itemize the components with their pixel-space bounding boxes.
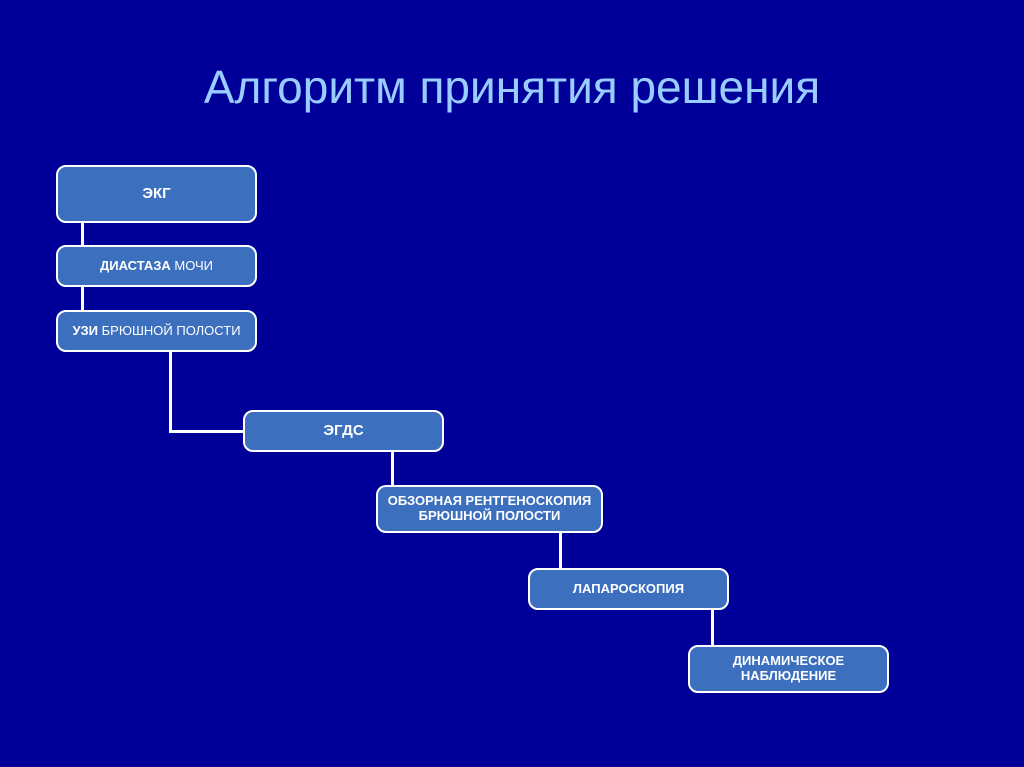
flowchart-node: ОБЗОРНАЯ РЕНТГЕНОСКОПИЯБРЮШНОЙ ПОЛОСТИ [376,485,603,533]
node-label: ЛАПАРОСКОПИЯ [538,582,719,597]
node-label: ДИАСТАЗА МОЧИ [66,259,247,274]
connector [81,286,84,311]
node-label: ДИНАМИЧЕСКОЕНАБЛЮДЕНИЕ [698,654,879,684]
flowchart-node: ЭКГ [56,165,257,223]
flowchart-node: ДИАСТАЗА МОЧИ [56,245,257,287]
connector [169,351,172,433]
node-label: ЭКГ [66,185,247,202]
node-label: ЭГДС [253,422,434,439]
slide-title: Алгоритм принятия решения [0,60,1024,114]
connector [81,222,84,246]
flowchart-node: ДИНАМИЧЕСКОЕНАБЛЮДЕНИЕ [688,645,889,693]
slide: Алгоритм принятия решения ЭКГ ДИАСТАЗА МО… [0,0,1024,767]
flowchart-node: ЭГДС [243,410,444,452]
flowchart-node: ЛАПАРОСКОПИЯ [528,568,729,610]
flowchart-node: УЗИ БРЮШНОЙ ПОЛОСТИ [56,310,257,352]
node-label: ОБЗОРНАЯ РЕНТГЕНОСКОПИЯБРЮШНОЙ ПОЛОСТИ [386,494,593,524]
connector [169,430,245,433]
node-label: УЗИ БРЮШНОЙ ПОЛОСТИ [66,324,247,339]
